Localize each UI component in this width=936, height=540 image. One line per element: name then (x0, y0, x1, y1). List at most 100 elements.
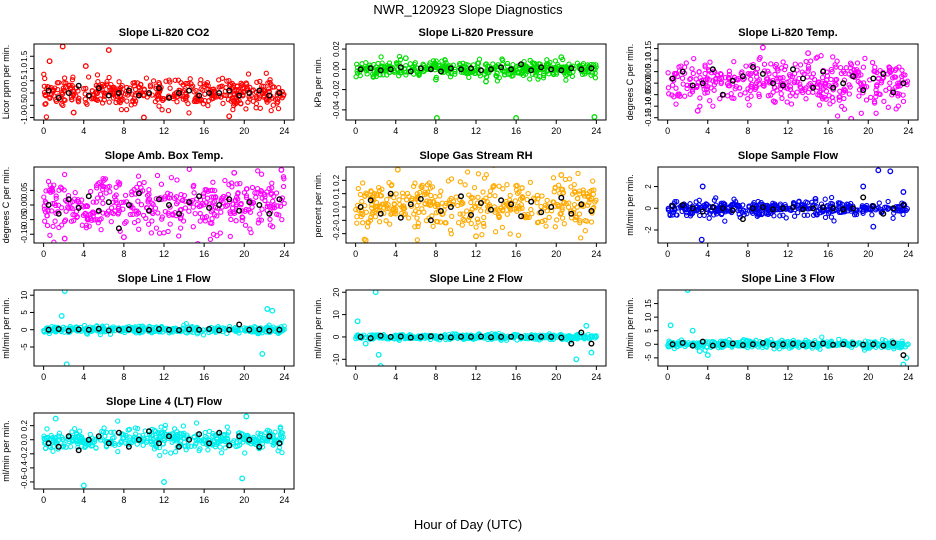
cloud-point (79, 438, 85, 444)
cloud-point (277, 424, 283, 430)
cloud-point (833, 82, 839, 88)
reference-point (528, 334, 535, 341)
cloud-point (45, 208, 51, 214)
reference-point (689, 82, 696, 89)
cloud-point (175, 435, 181, 441)
cloud-point (141, 179, 147, 186)
cloud-point (202, 98, 208, 104)
cloud-point (193, 87, 199, 94)
x-tick-label: 12 (783, 126, 793, 136)
reference-point (568, 65, 575, 72)
outlier-point (558, 172, 565, 178)
cloud-point (539, 193, 545, 199)
reference-point (115, 225, 122, 232)
data-points (665, 44, 911, 120)
cloud-point (808, 58, 814, 64)
cloud-point (156, 103, 162, 109)
cloud-point (735, 77, 741, 83)
reference-point (367, 335, 374, 342)
cloud-point (864, 345, 870, 351)
reference-point (85, 436, 92, 443)
cloud-point (519, 185, 525, 191)
cloud-point (183, 97, 189, 103)
cloud-point (481, 214, 487, 221)
cloud-point (887, 80, 893, 86)
cloud-point (271, 84, 277, 90)
reference-point (216, 201, 223, 208)
y-tick-label: 0.15 (644, 40, 653, 56)
cloud-point (860, 210, 866, 216)
cloud-point (414, 191, 420, 197)
cloud-point (167, 85, 173, 91)
cloud-point (492, 193, 498, 199)
cloud-point (403, 197, 410, 203)
y-tick-label: 0.05 (644, 63, 653, 79)
reference-point (820, 340, 827, 347)
cloud-point (442, 203, 448, 209)
cloud-point (520, 67, 526, 73)
cloud-point (362, 193, 368, 199)
cloud-point (673, 101, 679, 107)
cloud-point (190, 224, 196, 230)
outlier-point (860, 183, 867, 190)
cloud-point (97, 331, 103, 338)
cloud-point (249, 184, 256, 191)
outlier-point (473, 233, 479, 240)
cloud-point (136, 181, 143, 187)
cloud-point (550, 175, 557, 181)
reference-point (860, 194, 867, 201)
y-tick-label: -0.1 (332, 213, 341, 227)
cloud-point (674, 212, 680, 218)
cloud-point (56, 430, 63, 436)
outlier-point (394, 167, 401, 173)
reference-point (135, 92, 142, 99)
y-tick-label: -0.6 (20, 475, 29, 489)
reference-point (830, 84, 837, 91)
cloud-point (714, 340, 721, 347)
cloud-point (797, 81, 803, 87)
cloud-point (523, 63, 529, 69)
cloud-point (827, 101, 833, 107)
cloud-point (768, 92, 774, 98)
cloud-point (155, 210, 161, 216)
reference-point (357, 333, 364, 340)
cloud-point (689, 66, 695, 72)
cloud-point (672, 199, 678, 205)
cloud-point (717, 96, 723, 102)
outlier-point (239, 475, 246, 482)
cloud-point (74, 214, 80, 220)
cloud-point (272, 429, 278, 435)
cloud-point (512, 206, 518, 212)
cloud-point (590, 191, 597, 197)
cloud-point (813, 196, 819, 202)
cloud-point (94, 97, 101, 103)
cloud-point (563, 77, 569, 83)
cloud-point (819, 96, 826, 102)
cloud-point (675, 91, 681, 97)
cloud-point (211, 86, 217, 92)
cloud-point (384, 72, 390, 78)
cloud-point (791, 79, 798, 86)
cloud-point (442, 57, 448, 63)
x-tick-label: 12 (783, 372, 793, 382)
cloud-point (407, 61, 413, 67)
cloud-point (753, 209, 760, 216)
cloud-point (117, 93, 123, 99)
reference-point (387, 190, 394, 197)
cloud-point (697, 204, 703, 211)
cloud-point (748, 71, 754, 77)
cloud-point (83, 85, 89, 92)
cloud-point (457, 179, 463, 185)
cloud-point (168, 174, 175, 181)
reference-point (256, 443, 263, 450)
reference-point (850, 340, 857, 347)
cloud-point (528, 206, 534, 213)
outlier-point (696, 348, 703, 355)
reference-point (770, 206, 777, 213)
outlier-point (433, 115, 440, 120)
reference-point (95, 325, 102, 332)
reference-point (246, 326, 253, 333)
cloud-point (188, 443, 194, 449)
cloud-point (412, 60, 418, 66)
cloud-point (404, 190, 411, 197)
